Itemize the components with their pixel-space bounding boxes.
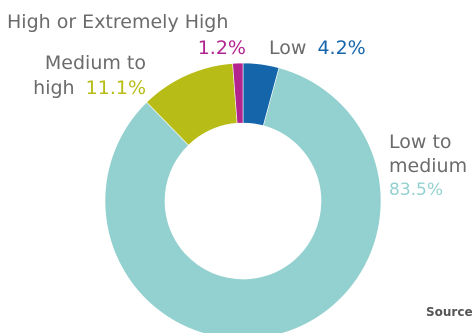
slice-low-to-medium: [104, 67, 382, 333]
label-high-or-extremely-high: High or Extremely High: [7, 11, 228, 33]
value-low-to-medium: 83.5%: [389, 180, 443, 200]
slice-high-or-extremely-high: [232, 62, 244, 124]
label-medium-to-high-line2: high: [33, 77, 74, 99]
value-high-or-extremely-high: 1.2%: [198, 37, 246, 59]
label-medium-to-high-line1: Medium to: [45, 52, 146, 74]
donut-slices: [104, 62, 382, 333]
source-label: Source: [426, 305, 473, 319]
label-low-to-medium-line1: Low to: [389, 131, 452, 153]
value-low: 4.2%: [317, 37, 365, 59]
label-medium-to-high: high 11.1%: [33, 77, 146, 99]
label-low-to-medium-line2: medium: [389, 155, 467, 177]
label-low: Low 4.2%: [269, 37, 366, 59]
value-medium-to-high: 11.1%: [86, 77, 146, 99]
